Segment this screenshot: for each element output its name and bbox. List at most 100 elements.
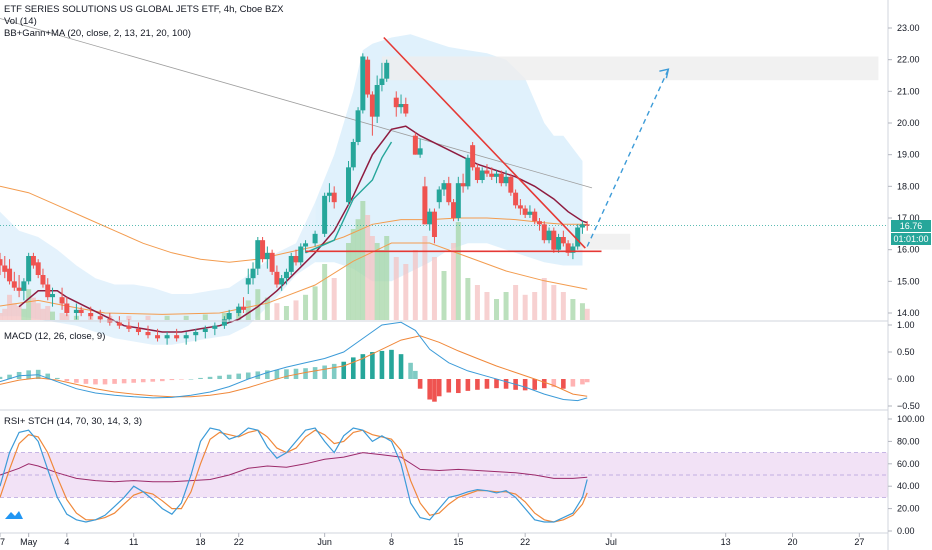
candle-body xyxy=(470,145,476,168)
y-tick-label: 100.00 xyxy=(897,414,925,424)
macd-pane[interactable] xyxy=(0,321,590,402)
candle-body xyxy=(298,246,304,263)
volume-bar xyxy=(350,229,356,320)
volume-bar xyxy=(503,292,509,320)
macd-histogram-bar xyxy=(102,379,108,385)
logo-icon xyxy=(5,511,23,519)
candle-body xyxy=(226,313,232,320)
macd-histogram-bar xyxy=(350,357,356,379)
volume-bar xyxy=(522,294,528,320)
rsi-pane[interactable] xyxy=(0,427,888,523)
macd-histogram-bar xyxy=(503,379,509,389)
candle-body xyxy=(135,328,141,332)
macd-histogram-bar xyxy=(160,379,165,382)
volume-bar xyxy=(11,303,17,320)
candle-body xyxy=(255,240,261,269)
macd-histogram-bar xyxy=(436,379,442,397)
macd-histogram-bar xyxy=(179,379,184,380)
macd-histogram-bar xyxy=(112,379,117,384)
volume-bar xyxy=(474,285,480,320)
y-tick-label: 22.00 xyxy=(897,55,920,65)
candle-body xyxy=(527,211,533,215)
candle-body xyxy=(393,97,399,108)
candle-body xyxy=(97,316,103,320)
candle-body xyxy=(508,176,514,193)
candle-body xyxy=(436,189,442,203)
candle-body xyxy=(541,224,547,241)
y-tick-label: 20.00 xyxy=(897,504,920,514)
candle-body xyxy=(584,224,590,226)
volume-bar xyxy=(293,300,299,320)
volume-bar xyxy=(346,243,352,320)
rsi-legend: RSI+ STCH (14, 70, 30, 14, 3, 3) xyxy=(4,416,143,427)
volume-bar xyxy=(59,313,65,320)
candle-body xyxy=(422,186,428,225)
macd-histogram-bar xyxy=(226,374,232,379)
macd-histogram-bar xyxy=(389,349,394,379)
volume-bar xyxy=(164,315,170,320)
macd-histogram-bar xyxy=(475,379,480,390)
candle-body xyxy=(274,271,280,285)
candle-body xyxy=(460,183,466,187)
candle-body xyxy=(536,221,542,225)
volume-bar xyxy=(202,314,208,320)
candle-body xyxy=(331,192,337,203)
candle-body xyxy=(451,202,457,218)
candle-body xyxy=(202,328,208,332)
volume-bar xyxy=(455,222,461,320)
candle-body xyxy=(45,284,51,298)
candle-body xyxy=(250,268,256,279)
candle-body xyxy=(293,256,299,263)
price-pane[interactable] xyxy=(0,18,888,345)
bollinger-band-early xyxy=(0,202,316,345)
macd-histogram-bar xyxy=(121,379,127,384)
macd-histogram-bar xyxy=(413,370,418,379)
x-tick-label: 18 xyxy=(196,537,206,547)
y-tick-label: −0.50 xyxy=(897,401,920,411)
macd-histogram-bar xyxy=(341,361,347,379)
volume-bar xyxy=(40,308,46,320)
volume-bar xyxy=(365,215,371,320)
volume-bar xyxy=(50,311,56,320)
macd-histogram-bar xyxy=(379,350,385,379)
last-price-tag: 16.76 xyxy=(891,220,931,232)
candle-body xyxy=(503,176,509,184)
candle-body xyxy=(193,332,199,336)
candle-body xyxy=(88,313,94,317)
candle-body xyxy=(35,262,41,275)
candle-body xyxy=(465,157,471,187)
volume-bar xyxy=(441,271,447,320)
macd-histogram-bar xyxy=(64,379,70,382)
x-tick-label: 11 xyxy=(129,537,138,547)
volume-bar xyxy=(374,243,380,320)
macd-histogram-bar xyxy=(331,363,337,379)
candle-body xyxy=(64,303,70,313)
macd-histogram-bar xyxy=(274,369,280,379)
tradingview-logo[interactable] xyxy=(4,508,24,526)
macd-histogram-bar xyxy=(54,377,60,379)
volume-bar xyxy=(412,250,418,320)
macd-histogram-bar xyxy=(83,379,89,384)
gann-line xyxy=(0,18,593,189)
candle-body xyxy=(355,110,361,142)
candle-body xyxy=(556,237,562,250)
projection-arrowhead xyxy=(659,68,670,79)
candle-body xyxy=(16,287,22,291)
macd-histogram-bar xyxy=(207,376,213,379)
stoch-k-line xyxy=(0,427,588,523)
candle-body xyxy=(155,335,161,339)
candle-body xyxy=(326,192,332,196)
y-tick-label: 60.00 xyxy=(897,459,920,469)
macd-histogram-bar xyxy=(570,379,576,387)
candle-body xyxy=(489,173,495,177)
x-tick-label: 13 xyxy=(721,537,731,547)
y-tick-label: 14.00 xyxy=(897,308,920,318)
macd-histogram-bar xyxy=(7,374,12,379)
candle-body xyxy=(312,233,318,244)
volume-bar xyxy=(422,236,428,320)
candle-body xyxy=(398,104,404,108)
macd-histogram-bar xyxy=(322,365,327,379)
candle-body xyxy=(484,170,490,174)
macd-histogram-bar xyxy=(198,377,203,379)
